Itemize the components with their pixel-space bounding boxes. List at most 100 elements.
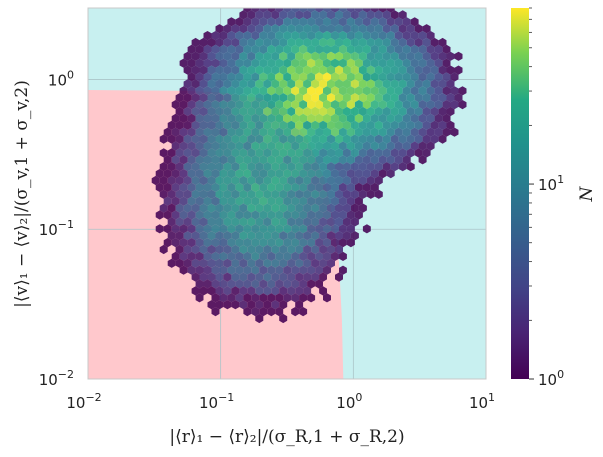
hex-cell bbox=[386, 17, 395, 27]
hex-cell bbox=[255, 162, 264, 172]
hex-cell bbox=[450, 127, 459, 137]
hex-cell bbox=[362, 169, 371, 179]
hex-cell bbox=[354, 155, 363, 165]
hex-cell bbox=[255, 203, 264, 213]
hex-cell bbox=[251, 210, 260, 220]
hex-cell bbox=[291, 182, 300, 192]
hex-cell bbox=[191, 244, 200, 255]
hex-cell bbox=[243, 169, 252, 179]
hex-cell bbox=[299, 265, 308, 275]
hex-cell bbox=[275, 238, 284, 248]
hex-cell bbox=[434, 100, 443, 110]
hex-cell bbox=[335, 148, 343, 158]
hex-cell bbox=[255, 51, 264, 61]
hex-cell bbox=[362, 155, 371, 165]
hex-cell bbox=[315, 251, 323, 261]
hex-cell bbox=[370, 141, 379, 151]
hex-cell bbox=[343, 37, 351, 48]
hex-cell bbox=[235, 72, 244, 82]
hex-cell bbox=[327, 175, 335, 186]
hex-cell bbox=[323, 8, 331, 13]
hex-cell bbox=[179, 58, 188, 68]
hex-cell bbox=[231, 258, 240, 268]
hex-cell bbox=[283, 141, 292, 151]
hex-cell bbox=[211, 182, 220, 192]
hex-cell bbox=[187, 141, 196, 151]
hex-cell bbox=[247, 93, 256, 103]
hex-cell bbox=[203, 169, 212, 179]
hex-cell bbox=[390, 93, 399, 103]
hex-cell bbox=[430, 120, 439, 130]
hex-cell bbox=[207, 300, 216, 310]
hex-cell bbox=[382, 120, 391, 130]
hex-cell bbox=[251, 279, 260, 289]
hex-cell bbox=[335, 272, 343, 282]
hex-cell bbox=[374, 79, 383, 89]
hex-cell bbox=[183, 93, 192, 103]
hex-cell bbox=[183, 120, 192, 130]
hex-cell bbox=[235, 58, 244, 68]
hex-cell bbox=[398, 65, 407, 75]
hex-cell bbox=[203, 155, 212, 165]
hex-cell bbox=[382, 24, 391, 34]
hex-cell bbox=[454, 65, 463, 75]
hex-cell bbox=[211, 196, 220, 206]
hex-cell bbox=[430, 134, 439, 144]
hex-cell bbox=[366, 134, 375, 144]
hex-cell bbox=[187, 210, 196, 220]
hex-cell bbox=[350, 65, 359, 75]
hex-cell bbox=[362, 44, 371, 54]
hex-cell bbox=[398, 134, 407, 144]
hex-cell bbox=[315, 279, 323, 289]
hex-cell bbox=[346, 17, 355, 27]
hex-cell bbox=[275, 44, 284, 54]
hex-cell bbox=[235, 279, 244, 289]
hex-cell bbox=[323, 155, 331, 165]
hex-cell bbox=[327, 203, 335, 213]
hex-cell bbox=[299, 127, 308, 137]
hex-cell bbox=[410, 113, 419, 123]
hex-cell bbox=[287, 10, 296, 20]
hex-cell bbox=[267, 210, 276, 220]
hex-cell bbox=[331, 169, 339, 179]
hex-cell bbox=[394, 44, 403, 54]
hex-cell bbox=[374, 37, 383, 48]
hex-cell bbox=[271, 65, 280, 75]
hex-cell bbox=[374, 189, 383, 199]
hex-cell bbox=[191, 272, 200, 282]
hex-cell bbox=[239, 175, 248, 186]
hex-cell bbox=[235, 155, 244, 165]
hex-cell bbox=[335, 93, 343, 103]
hex-cell bbox=[183, 134, 192, 144]
hex-cell bbox=[235, 17, 244, 27]
hex-cell bbox=[203, 100, 212, 110]
hex-cell bbox=[275, 196, 284, 206]
hex-cell bbox=[183, 258, 192, 268]
hex-cell bbox=[235, 293, 244, 303]
hex-cell bbox=[350, 203, 359, 213]
hex-cell bbox=[231, 148, 240, 158]
hex-cell bbox=[227, 182, 236, 192]
hex-cell bbox=[426, 141, 435, 151]
hex-cell bbox=[382, 134, 391, 144]
hex-cell bbox=[283, 279, 292, 289]
hex-cell bbox=[231, 51, 240, 61]
hex-cell bbox=[343, 93, 351, 103]
hex-cell bbox=[402, 127, 411, 137]
hex-cell bbox=[191, 217, 200, 227]
hex-cell bbox=[251, 100, 260, 110]
hex-cell bbox=[402, 44, 411, 54]
hex-cell bbox=[323, 17, 331, 27]
hex-cell bbox=[255, 79, 264, 89]
hex-cell bbox=[255, 217, 264, 227]
hex-cell bbox=[323, 44, 331, 54]
hex-cell bbox=[402, 86, 411, 96]
hex-cell bbox=[327, 258, 335, 268]
hex-cell bbox=[450, 100, 459, 110]
hex-cell bbox=[255, 120, 264, 130]
hex-cell bbox=[223, 79, 232, 89]
x-tick-label: 100 bbox=[336, 391, 362, 412]
hex-cell bbox=[167, 162, 176, 172]
hex-cell bbox=[207, 65, 216, 75]
hex-cell bbox=[215, 79, 224, 89]
